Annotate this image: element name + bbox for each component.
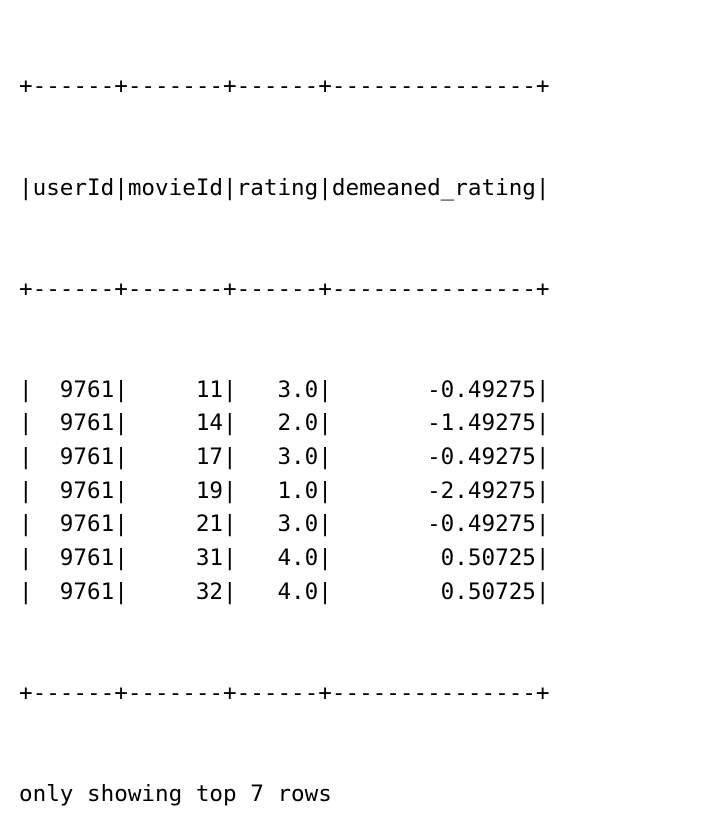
- table-row: | 9761| 21| 3.0| -0.49275|: [19, 511, 550, 538]
- table-body: | 9761| 11| 3.0| -0.49275| | 9761| 14| 2.…: [19, 374, 550, 610]
- footer-note: only showing top 7 rows: [19, 781, 332, 807]
- table-row: | 9761| 32| 4.0| 0.50725|: [19, 578, 550, 605]
- table-row: | 9761| 19| 1.0| -2.49275|: [19, 477, 550, 504]
- table-row: | 9761| 31| 4.0| 0.50725|: [19, 545, 550, 572]
- table-top-border: +------+-------+------+---------------+: [19, 73, 550, 100]
- table-row: | 9761| 11| 3.0| -0.49275|: [19, 376, 550, 403]
- table-bottom-border: +------+-------+------+---------------+: [19, 679, 550, 706]
- table-row: | 9761| 14| 2.0| -1.49275|: [19, 410, 550, 437]
- table-header-row: |userId|movieId|rating|demeaned_rating|: [19, 174, 550, 201]
- console-output: +------+-------+------+---------------+ …: [19, 3, 550, 816]
- table-row: | 9761| 17| 3.0| -0.49275|: [19, 444, 550, 471]
- table-header-separator: +------+-------+------+---------------+: [19, 275, 550, 302]
